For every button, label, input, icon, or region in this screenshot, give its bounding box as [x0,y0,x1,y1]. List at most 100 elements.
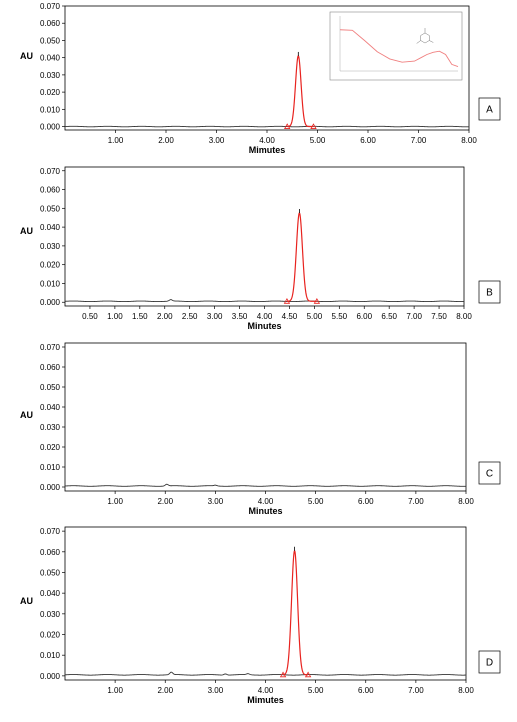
peak-end-marker [310,123,317,129]
x-axis-label: Minutes [247,321,281,331]
peak-start-marker [284,123,291,129]
y-tick-label: 0.020 [40,261,61,270]
x-tick-label: 4.00 [258,497,274,506]
inset-frame [329,11,463,81]
y-tick-label: 0.040 [40,223,61,232]
x-tick-label: 6.00 [356,312,372,321]
inset-spectrum [329,11,463,81]
panel-label: A [486,105,493,116]
y-axis-label: AU [20,51,33,61]
x-tick-label: 4.00 [258,686,274,695]
y-tick-label: 0.050 [40,36,61,45]
y-tick-label: 0.010 [40,651,61,660]
x-tick-label: 8.00 [456,312,472,321]
x-tick-label: 2.00 [157,497,173,506]
panel-label-box [478,280,501,304]
x-axis-label: Minutes [248,506,282,516]
y-tick-label: 0.000 [40,672,61,681]
x-tick-label: 7.50 [431,312,447,321]
x-tick-label: 3.00 [207,312,223,321]
x-tick-label: 7.00 [406,312,422,321]
y-tick-label: 0.020 [40,88,61,97]
x-tick-label: 2.00 [157,312,173,321]
peak-end-marker [313,297,321,304]
x-tick-label: 4.00 [259,136,275,145]
x-tick-label: 8.00 [458,686,474,695]
x-tick-label: 4.50 [282,312,298,321]
panel-label-box [478,650,501,674]
y-tick-label: 0.040 [40,589,61,598]
y-tick-label: 0.020 [40,443,61,452]
x-tick-label: 5.00 [310,136,326,145]
y-axis-label: AU [20,410,33,420]
baseline-trace [64,483,467,487]
x-tick-label: 1.50 [132,312,148,321]
y-tick-label: 0.060 [40,548,61,557]
baseline-trace [64,299,465,303]
y-tick-label: 0.070 [40,167,61,176]
x-tick-label: 4.00 [257,312,273,321]
y-tick-label: 0.010 [40,105,61,114]
plot-frame [64,526,467,681]
x-tick-label: 6.00 [360,136,376,145]
x-tick-label: 0.50 [82,312,98,321]
x-tick-label: 6.50 [381,312,397,321]
x-tick-label: 7.00 [408,497,424,506]
x-tick-label: 1.00 [108,136,124,145]
y-tick-label: 0.030 [40,71,61,80]
y-tick-label: 0.030 [40,423,61,432]
x-tick-label: 5.00 [308,497,324,506]
y-tick-label: 0.010 [40,279,61,288]
y-tick-label: 0.020 [40,631,61,640]
x-tick-label: 6.00 [358,497,374,506]
y-tick-label: 0.040 [40,403,61,412]
y-tick-label: 0.060 [40,363,61,372]
inset-spectrum-line [339,29,459,68]
x-tick-label: 2.50 [182,312,198,321]
inset-bond [429,40,434,43]
panel-label: B [486,288,493,299]
x-tick-label: 1.00 [107,497,123,506]
peak-end-marker [304,671,312,678]
panel-d: 0.000 0.010 0.020 0.030 0.040 0.050 0.060 0.070… [20,526,501,705]
x-tick-label: 7.00 [408,686,424,695]
y-tick-label: 0.030 [40,610,61,619]
panel-b: 0.000 0.010 0.020 0.030 0.040 0.050 0.060 0.070… [20,166,501,331]
x-axis-label: Mimutes [249,145,286,155]
plot-frame [64,166,465,307]
panel-c: 0.000 0.010 0.020 0.030 0.040 0.050 0.060 0.070… [20,342,501,516]
x-tick-label: 5.00 [307,312,323,321]
panel-label: C [486,469,493,480]
y-tick-label: 0.050 [40,383,61,392]
x-tick-label: 5.00 [308,686,324,695]
peak-trace [282,550,309,676]
x-tick-label: 8.00 [461,136,477,145]
peak-start-marker [283,297,291,304]
x-tick-label: 2.00 [158,136,174,145]
y-tick-label: 0.040 [40,54,61,63]
peak-trace [286,212,317,302]
plot-frame [64,342,467,492]
x-tick-label: 1.00 [107,686,123,695]
y-tick-label: 0.030 [40,242,61,251]
inset-bond [416,40,421,44]
x-tick-label: 5.50 [332,312,348,321]
y-tick-label: 0.000 [40,298,61,307]
y-tick-label: 0.010 [40,463,61,472]
y-axis-label: AU [20,596,33,606]
y-tick-label: 0.000 [40,123,61,132]
peak-trace [287,55,314,128]
x-tick-label: 8.00 [458,497,474,506]
panel-a: 0.000 0.010 0.020 0.030 0.040 0.050 0.060 0.070… [20,2,501,155]
inset-ring [420,32,430,44]
y-tick-label: 0.060 [40,19,61,28]
y-tick-label: 0.070 [40,527,61,536]
x-tick-label: 3.50 [232,312,248,321]
x-tick-label: 7.00 [411,136,427,145]
y-tick-label: 0.070 [40,2,61,11]
x-tick-label: 2.00 [157,686,173,695]
x-tick-label: 3.00 [208,497,224,506]
x-tick-label: 1.00 [107,312,123,321]
baseline-trace [64,671,467,676]
